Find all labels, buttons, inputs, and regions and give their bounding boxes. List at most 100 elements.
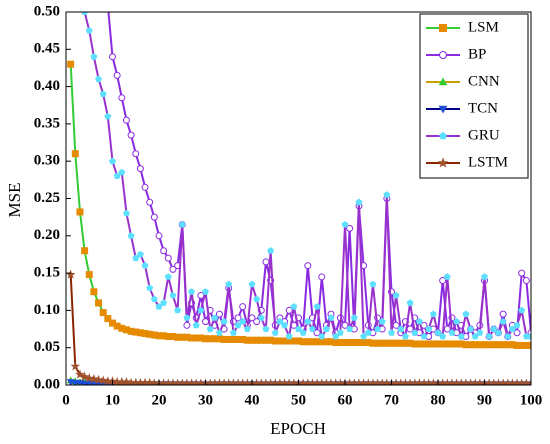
data-point	[281, 321, 288, 329]
data-point	[239, 317, 247, 325]
data-point	[425, 325, 433, 332]
data-point	[285, 332, 293, 340]
plot-area	[66, 12, 531, 385]
x-tick-label: 10	[105, 392, 120, 408]
x-tick-label: 100	[520, 392, 543, 408]
data-point	[202, 288, 209, 295]
data-point	[144, 377, 155, 385]
data-point	[322, 325, 330, 332]
data-point	[202, 318, 209, 326]
data-point	[132, 150, 140, 158]
data-point	[443, 273, 451, 280]
x-tick-label: 30	[198, 392, 213, 408]
data-point	[160, 247, 168, 255]
data-point	[499, 317, 507, 325]
y-tick-label: 0.30	[34, 153, 60, 169]
legend-marker	[439, 131, 447, 140]
data-point	[476, 329, 484, 336]
data-point	[141, 183, 149, 191]
data-point	[85, 380, 94, 385]
data-point	[89, 373, 99, 384]
data-point	[99, 90, 107, 97]
data-point	[309, 325, 316, 332]
data-point	[495, 329, 502, 336]
data-point	[216, 329, 223, 336]
data-point	[415, 317, 423, 325]
data-point	[481, 273, 488, 280]
y-tick-label: 0.10	[34, 302, 60, 318]
data-point	[257, 314, 265, 321]
data-point	[136, 250, 144, 258]
x-tick-label: 70	[384, 392, 399, 408]
data-point	[183, 321, 191, 329]
legend-label: TCN	[468, 100, 498, 116]
data-point	[95, 299, 103, 307]
data-point	[290, 303, 298, 310]
data-point	[299, 329, 307, 336]
data-point	[85, 27, 93, 34]
data-point	[304, 317, 312, 325]
data-point	[490, 325, 498, 332]
data-point	[355, 198, 363, 206]
data-point	[327, 314, 335, 321]
data-point	[295, 325, 302, 332]
data-point	[439, 332, 447, 340]
x-tick-label: 40	[245, 392, 260, 408]
data-point	[164, 254, 172, 262]
data-point	[285, 306, 293, 314]
data-point	[183, 314, 191, 321]
data-point	[253, 295, 261, 303]
data-point	[70, 361, 81, 371]
y-tick-label: 0.05	[34, 339, 60, 355]
data-point	[81, 247, 89, 255]
data-point	[350, 314, 358, 321]
data-point	[136, 165, 144, 173]
data-point	[378, 317, 386, 325]
data-point	[123, 209, 130, 217]
legend-marker	[438, 77, 448, 86]
data-point	[411, 329, 419, 336]
x-axis-title: EPOCH	[270, 419, 326, 438]
data-point	[104, 112, 112, 120]
data-point	[313, 329, 321, 337]
data-point	[109, 53, 116, 61]
data-point	[439, 277, 447, 285]
data-point	[79, 371, 90, 381]
data-point	[121, 376, 132, 385]
data-point	[99, 309, 107, 317]
data-point	[85, 271, 93, 279]
data-point	[513, 329, 521, 337]
data-point	[527, 332, 531, 340]
data-point	[206, 325, 214, 332]
data-point	[276, 317, 284, 325]
data-point	[113, 71, 121, 79]
data-point	[164, 273, 172, 280]
data-point	[388, 329, 395, 336]
data-point	[146, 284, 154, 291]
data-point	[109, 157, 116, 165]
data-point	[127, 232, 135, 239]
data-point	[225, 280, 233, 288]
data-point	[150, 213, 158, 221]
data-point	[397, 325, 405, 332]
data-point	[178, 220, 186, 228]
data-point	[76, 208, 84, 216]
y-tick-label: 0.15	[34, 265, 60, 281]
data-point	[392, 291, 400, 299]
data-point	[504, 332, 512, 340]
data-point	[383, 191, 391, 198]
x-tick-label: 60	[338, 392, 353, 408]
data-point	[508, 325, 516, 332]
data-point	[239, 303, 247, 311]
legend-label: GRU	[468, 127, 500, 143]
data-point	[267, 247, 275, 254]
data-point	[318, 332, 326, 340]
legend-label: BP	[468, 46, 486, 62]
y-axis-title: MSE	[5, 183, 24, 218]
data-point	[429, 310, 437, 318]
x-tick-label: 90	[477, 392, 492, 408]
data-point	[420, 332, 428, 340]
data-point	[518, 269, 526, 277]
x-tick-label: 50	[291, 392, 306, 408]
data-point	[513, 321, 521, 329]
